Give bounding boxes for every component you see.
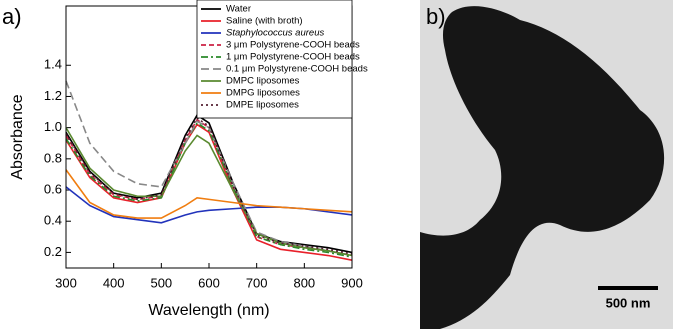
y-tick-label: 0.8 <box>44 150 62 165</box>
legend-label: DMPE liposomes <box>226 100 299 111</box>
legend-box <box>196 0 353 119</box>
micrograph: 500 nm b) <box>420 0 673 329</box>
y-tick-label: 1.0 <box>44 119 62 134</box>
legend-label: Saline (with broth) <box>226 16 303 27</box>
series-line <box>65 127 353 257</box>
x-axis-title: Wavelength (nm) <box>148 302 269 319</box>
scale-bar-label: 500 nm <box>606 295 651 310</box>
y-axis-title: Absorbance <box>9 94 26 179</box>
series-line <box>65 118 353 257</box>
legend-label: 0.1 μm Polystyrene-COOH beads <box>226 64 368 75</box>
legend-label: Water <box>226 4 251 15</box>
series-line <box>65 117 353 255</box>
series-line <box>65 123 353 261</box>
series-line <box>65 114 353 254</box>
cell-cluster <box>420 6 665 329</box>
panel-label: a) <box>2 4 22 29</box>
legend-label: DMPC liposomes <box>226 76 300 87</box>
x-tick-label: 600 <box>198 275 220 290</box>
panel-label: b) <box>426 4 446 29</box>
x-tick-label: 800 <box>293 275 315 290</box>
y-tick-label: 1.2 <box>44 88 62 103</box>
scale-bar <box>598 286 658 290</box>
x-tick-label: 700 <box>246 275 268 290</box>
y-tick-label: 0.2 <box>44 244 62 259</box>
series-line <box>65 80 353 257</box>
legend-label: DMPG liposomes <box>226 88 300 99</box>
legend-label: 3 μm Polystyrene-COOH beads <box>226 40 360 51</box>
y-tick-label: 0.4 <box>44 213 62 228</box>
y-tick-label: 1.4 <box>44 57 62 72</box>
x-tick-label: 300 <box>55 275 77 290</box>
x-tick-label: 400 <box>103 275 125 290</box>
x-tick-label: 500 <box>150 275 172 290</box>
y-tick-label: 0.6 <box>44 181 62 196</box>
series-line <box>65 186 353 224</box>
legend-label: Staphylococcus aureus <box>226 28 324 39</box>
x-tick-label: 900 <box>341 275 363 290</box>
legend-label: 1 μm Polystyrene-COOH beads <box>226 52 360 63</box>
series-line <box>65 121 353 258</box>
series-line <box>65 169 353 219</box>
